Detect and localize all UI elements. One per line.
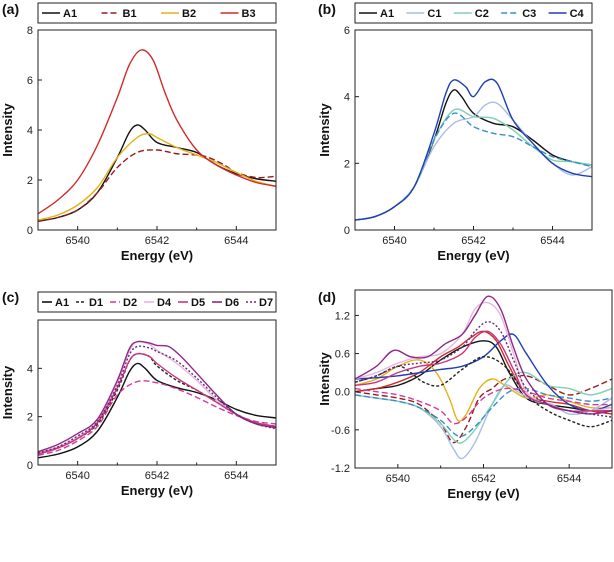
plot-frame <box>37 29 277 231</box>
legend-frame <box>37 2 277 24</box>
y-axis-label: Intensity <box>0 103 15 157</box>
y-tick-label: -1.2 <box>331 463 350 475</box>
x-tick-label: 6540 <box>65 235 89 247</box>
x-tick-label: 6544 <box>557 473 581 485</box>
series-line-d2 <box>38 380 276 457</box>
y-tick-label: 0 <box>344 225 350 237</box>
x-tick-label: 6542 <box>145 470 169 482</box>
x-tick-label: 6544 <box>224 235 248 247</box>
legend-label-d7: D7 <box>259 297 273 309</box>
series-line-c4 <box>355 333 612 412</box>
series-line-d6 <box>38 340 276 453</box>
panel-label: (b) <box>318 1 336 17</box>
y-tick-label: 0.6 <box>335 349 350 361</box>
legend-label-b3: B3 <box>242 8 256 20</box>
series-line-c3 <box>355 112 592 221</box>
y-axis-label: Intensity <box>317 103 332 157</box>
x-tick-label: 6540 <box>65 470 89 482</box>
x-axis-label: Energy (eV) <box>437 248 509 263</box>
x-axis-label: Energy (eV) <box>447 486 519 501</box>
legend-label-a1: A1 <box>380 8 394 20</box>
legend-label-d5: D5 <box>191 297 205 309</box>
series-group <box>38 49 276 222</box>
series-line-a1 <box>355 89 592 221</box>
legend: A1 B1 B2 B3 <box>37 2 277 24</box>
series-line-b3 <box>38 49 276 215</box>
legend-label-d6: D6 <box>225 297 239 309</box>
series-line-c3 <box>355 387 612 438</box>
x-tick-label: 6540 <box>382 235 406 247</box>
y-tick-label: 0 <box>27 460 33 472</box>
series-line-b3 <box>355 330 612 415</box>
plot-frame <box>354 29 593 231</box>
x-tick-label: 6542 <box>461 235 485 247</box>
series-line-d6 <box>355 295 612 415</box>
legend-frame <box>37 291 277 313</box>
x-tick-label: 6540 <box>386 473 410 485</box>
panel-a: (a) 6540 6542 6544 0 2 4 6 8 Energy (eV) Intensity… <box>0 1 277 263</box>
legend-label-a1: A1 <box>63 8 77 20</box>
series-line-d2 <box>355 387 612 425</box>
legend-label-b1: B1 <box>123 8 137 20</box>
y-tick-label: 0.0 <box>335 387 350 399</box>
series-line-d7 <box>355 321 612 418</box>
series-line-b2 <box>355 359 612 422</box>
series-line-c4 <box>355 78 592 221</box>
series-line-b2 <box>38 133 276 221</box>
series-line-a1 <box>38 362 276 459</box>
y-tick-label: 2 <box>344 158 350 170</box>
panel-d: (d) 6540 6542 6544 -1.2 -0.6 0.0 0.6 1.2 Energy (… <box>317 289 613 501</box>
panel-b: (b) 6540 6542 6544 0 2 4 6 Energy (eV) Intensity A… <box>317 1 593 263</box>
y-tick-label: 1.2 <box>335 310 350 322</box>
y-tick-label: 0 <box>27 225 33 237</box>
series-line-b1 <box>355 374 612 444</box>
series-line-d5 <box>38 352 276 455</box>
x-tick-label: 6544 <box>224 470 248 482</box>
series-line-d5 <box>355 330 612 412</box>
y-tick-label: 6 <box>27 75 33 87</box>
y-tick-label: 4 <box>27 125 33 137</box>
legend-label-c1: C1 <box>427 8 441 20</box>
y-axis-label: Intensity <box>0 365 15 419</box>
y-axis-label: Intensity <box>317 352 332 406</box>
y-tick-label: 4 <box>27 363 33 375</box>
legend-label-c4: C4 <box>570 8 585 20</box>
y-tick-label: 2 <box>27 412 33 424</box>
panel-label: (a) <box>2 1 19 17</box>
series-group <box>38 340 276 459</box>
panel-label: (c) <box>2 289 19 305</box>
series-group <box>355 78 592 221</box>
plot-frame <box>354 289 613 469</box>
y-tick-label: 2 <box>27 175 33 187</box>
legend-label-d4: D4 <box>157 297 172 309</box>
series-group <box>355 295 612 460</box>
y-tick-label: 8 <box>27 25 33 37</box>
panel-label: (d) <box>318 289 336 305</box>
legend-frame <box>354 2 593 24</box>
legend-label-d1: D1 <box>89 297 103 309</box>
x-axis-label: Energy (eV) <box>121 248 193 263</box>
legend-label-d2: D2 <box>123 297 137 309</box>
panel-c: (c) 6540 6542 6544 0 2 4 Energy (eV) Intensity A1… <box>0 289 277 498</box>
legend-label-c2: C2 <box>475 8 489 20</box>
x-tick-label: 6542 <box>471 473 495 485</box>
series-line-d7 <box>38 345 276 454</box>
x-tick-label: 6542 <box>145 235 169 247</box>
x-tick-label: 6544 <box>540 235 564 247</box>
y-tick-label: 4 <box>344 92 350 104</box>
y-tick-label: 6 <box>344 25 350 37</box>
legend-label-b2: B2 <box>182 8 196 20</box>
series-line-a1 <box>355 340 612 412</box>
legend-label-c3: C3 <box>522 8 536 20</box>
series-line-c2 <box>355 108 592 221</box>
legend: A1 C1 C2 C3 C4 <box>354 2 593 24</box>
legend: A1 D1 D2 D4 D5 D6 D7 <box>37 291 277 313</box>
series-line-d1 <box>355 356 612 428</box>
y-tick-label: -0.6 <box>331 425 350 437</box>
legend-label-a1: A1 <box>55 297 69 309</box>
x-axis-label: Energy (eV) <box>121 483 193 498</box>
